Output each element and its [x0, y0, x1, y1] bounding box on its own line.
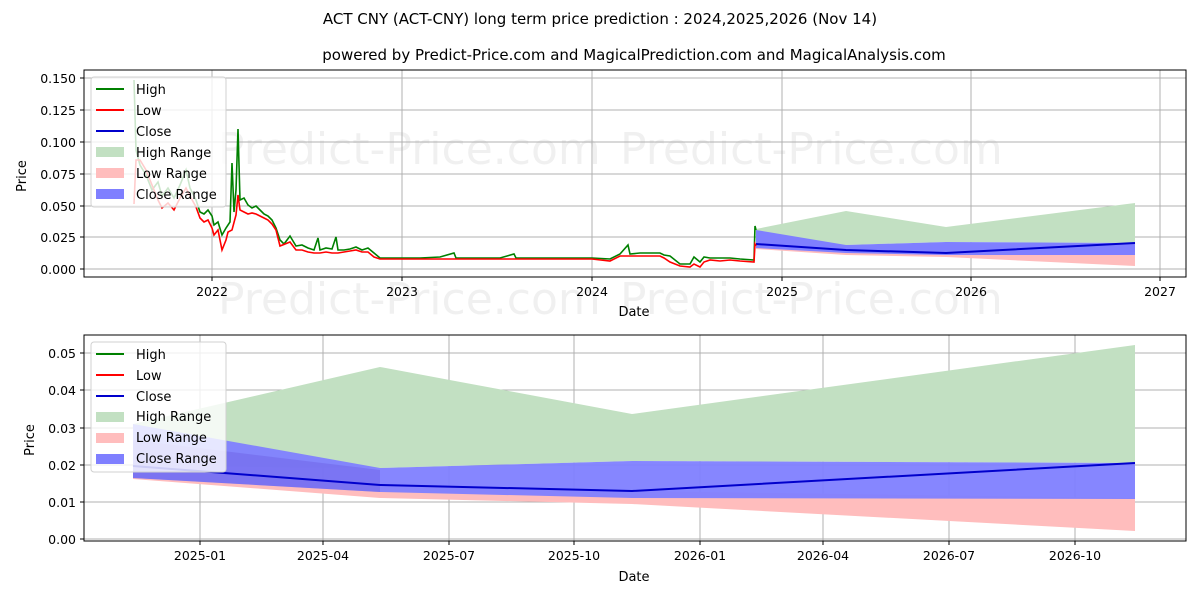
x-tick-label: 2025: [766, 284, 798, 299]
x-tick-label: 2022: [196, 284, 228, 299]
legend-low-range-swatch: [96, 433, 124, 443]
bottom-x-axis: 2025-01 2025-04 2025-07 2025-10 2026-01 …: [174, 541, 1101, 585]
x-tick-label: 2026: [955, 284, 987, 299]
watermark: Predict-Price.com: [620, 124, 1003, 175]
legend-low-range: Low Range: [136, 431, 207, 446]
x-tick-label: 2026-01: [674, 548, 726, 563]
legend-close-range-swatch: [96, 454, 124, 464]
x-tick-label: 2024: [576, 284, 608, 299]
watermark: Predict-Price.com: [620, 274, 1003, 325]
x-tick-label: 2026-07: [923, 548, 975, 563]
bottom-chart: Predict-Price.com Predict-Price.com: [23, 334, 1187, 585]
bottom-close-line: [132, 462, 1136, 493]
legend-low-range: Low Range: [136, 167, 207, 182]
x-tick-label: 2026-10: [1049, 548, 1101, 563]
y-tick-label: 0.00: [48, 532, 76, 547]
chart-title: ACT CNY (ACT-CNY) long term price predic…: [322, 10, 878, 28]
x-axis-label: Date: [618, 305, 649, 320]
x-tick-label: 2025-04: [297, 548, 349, 563]
legend-high: High: [136, 83, 166, 98]
top-low-range: [756, 246, 1135, 266]
legend-high-range-swatch: [96, 412, 124, 422]
x-tick-label: 2025-01: [174, 548, 226, 563]
y-tick-label: 0.02: [48, 458, 76, 473]
y-tick-label: 0.000: [40, 262, 76, 277]
bottom-y-axis: 0.00 0.01 0.02 0.03 0.04 0.05 Price: [23, 346, 84, 547]
bottom-plot-frame: [83, 334, 1187, 542]
y-axis-label: Price: [23, 424, 38, 456]
y-tick-label: 0.075: [40, 167, 76, 182]
legend-close-range-swatch: [96, 189, 124, 199]
watermark: Predict-Price.com: [218, 124, 601, 175]
y-axis-label: Price: [15, 160, 30, 192]
y-tick-label: 0.050: [40, 199, 76, 214]
y-tick-label: 0.03: [48, 421, 76, 436]
x-tick-label: 2023: [386, 284, 418, 299]
y-tick-label: 0.05: [48, 346, 76, 361]
y-tick-label: 0.150: [40, 71, 76, 86]
legend-close-range: Close Range: [136, 452, 217, 467]
legend-high: High: [136, 348, 166, 363]
bottom-high-range: [133, 345, 1135, 468]
legend-close-range: Close Range: [136, 188, 217, 203]
x-axis-label: Date: [618, 570, 649, 585]
legend-high-range: High Range: [136, 410, 211, 425]
x-tick-label: 2025-07: [423, 548, 475, 563]
watermark: Predict-Price.com: [218, 274, 601, 325]
legend-low: Low: [136, 369, 162, 384]
top-y-axis: 0.000 0.025 0.050 0.075 0.100 0.125 0.15…: [15, 71, 84, 277]
top-high-line: [133, 79, 757, 265]
legend-close: Close: [136, 390, 171, 405]
bottom-close-range: [133, 424, 1135, 499]
chart-subtitle: powered by Predict-Price.com and Magical…: [322, 46, 946, 64]
top-low-line: [133, 159, 757, 269]
bottom-legend: High Low Close High Range Low Range Clos…: [90, 341, 227, 473]
legend-close: Close: [136, 125, 171, 140]
top-high-range: [756, 203, 1135, 245]
top-close-line: [755, 242, 1136, 255]
y-tick-label: 0.100: [40, 135, 76, 150]
y-tick-label: 0.04: [48, 383, 76, 398]
top-legend: High Low Close High Range Low Range Clos…: [90, 76, 227, 208]
y-tick-label: 0.125: [40, 103, 76, 118]
x-tick-label: 2026-04: [797, 548, 849, 563]
legend-low-range-swatch: [96, 168, 124, 178]
legend-high-range-swatch: [96, 147, 124, 157]
legend-high-range: High Range: [136, 146, 211, 161]
top-x-axis: 2022 2023 2024 2025 2026 2027 Date: [196, 277, 1176, 320]
x-tick-label: 2027: [1144, 284, 1176, 299]
y-tick-label: 0.025: [40, 230, 76, 245]
bottom-low-range: [133, 466, 1135, 531]
y-tick-label: 0.01: [48, 495, 76, 510]
top-chart: Predict-Price.com Predict-Price.com Pred…: [15, 69, 1187, 325]
x-tick-label: 2025-10: [548, 548, 600, 563]
legend-low: Low: [136, 104, 162, 119]
